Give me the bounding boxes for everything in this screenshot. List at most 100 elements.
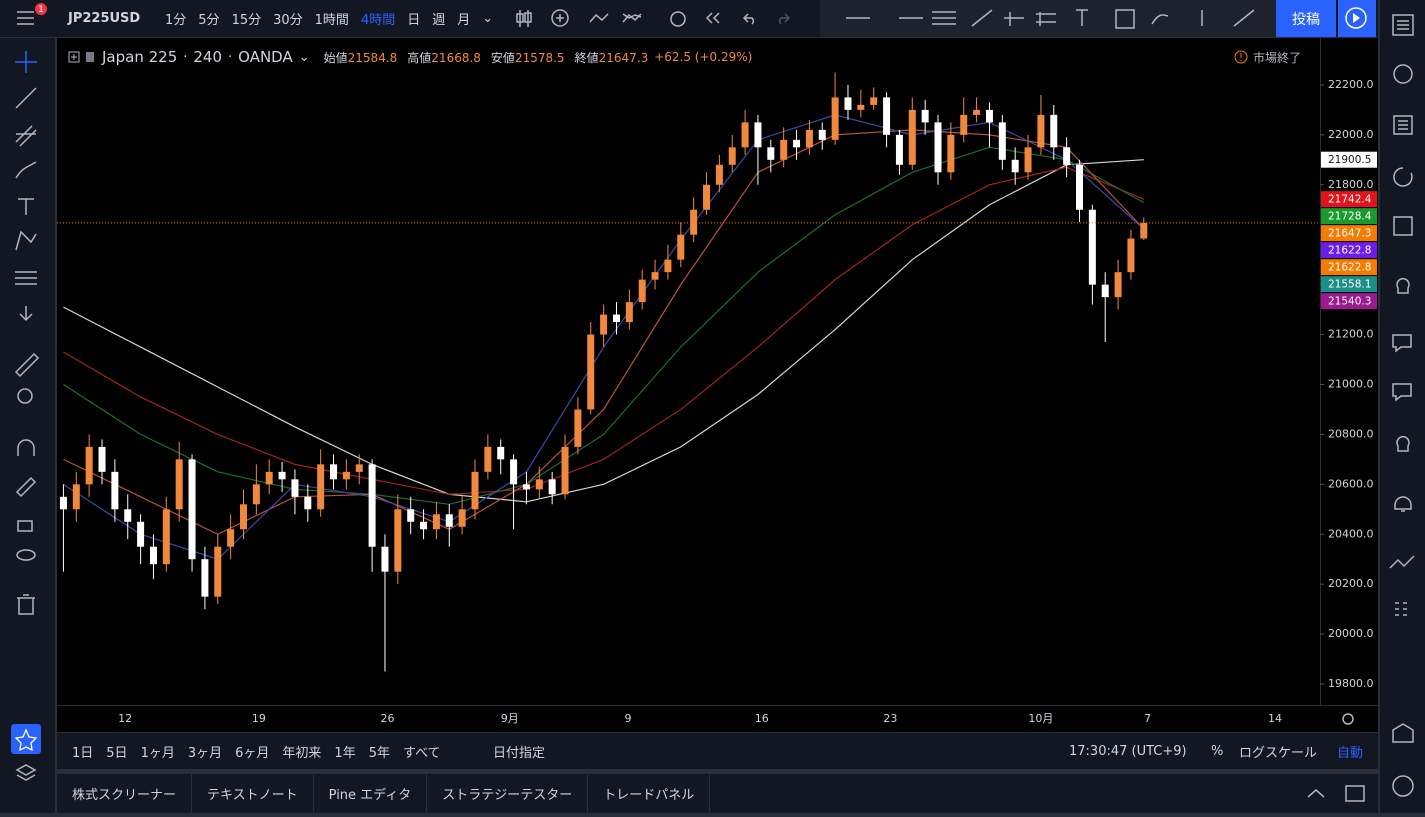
undo[interactable] [742, 13, 755, 25]
panel-tab[interactable]: 株式スクリーナー [57, 774, 193, 813]
legend-ohlc: 終値21647.3 [575, 49, 649, 66]
auto-toggle[interactable]: 自動 [1337, 745, 1364, 761]
market-status-text: 市場終了 [1253, 50, 1302, 65]
alert[interactable] [670, 11, 686, 27]
y-tick-label: 19800.0 [1328, 677, 1374, 690]
hide-drawings[interactable] [16, 549, 36, 561]
candle-body [175, 459, 183, 510]
drawing-toolbar [820, 0, 1320, 37]
interval-button[interactable]: 4時間 [360, 13, 396, 28]
candle-body [330, 464, 338, 480]
panel-controls[interactable] [1298, 774, 1378, 813]
range-button[interactable]: 3ヶ月 [187, 745, 223, 761]
drawing-tool-icons [11, 51, 41, 781]
interval-button[interactable]: 週 [432, 13, 446, 28]
range-button[interactable]: 5日 [106, 745, 128, 761]
publish-button[interactable]: 投稿 [1276, 0, 1336, 37]
private-chats[interactable] [1392, 383, 1412, 402]
remove-drawings[interactable] [17, 594, 35, 615]
help[interactable] [1392, 775, 1414, 797]
interval-button[interactable]: 1時間 [314, 13, 349, 28]
range-button[interactable]: 1日 [72, 745, 94, 761]
panel-tab[interactable]: Pine エディタ [314, 774, 428, 813]
chart-type[interactable] [516, 10, 532, 27]
lock-all[interactable] [17, 520, 33, 532]
pattern-tool[interactable] [15, 230, 37, 251]
candle-body [484, 446, 492, 472]
panel-tab[interactable]: テキストノート [192, 774, 314, 813]
interval-button[interactable]: 月 [457, 13, 471, 28]
menu-button[interactable]: 1 [0, 0, 56, 37]
price-tag-label: 21622.8 [1328, 262, 1371, 274]
prediction-tool[interactable] [15, 271, 37, 285]
range-button[interactable]: 1年 [334, 745, 356, 761]
price-tag [1321, 259, 1377, 276]
measure-tool[interactable] [14, 352, 40, 378]
play-button[interactable] [1338, 0, 1376, 37]
brush-tool[interactable] [15, 161, 37, 179]
candle-body [304, 496, 312, 510]
text-tool[interactable] [18, 198, 34, 215]
indicators[interactable] [551, 9, 569, 27]
range-button[interactable]: 6ヶ月 [235, 745, 270, 761]
candle-body [265, 471, 273, 485]
ideas[interactable] [1396, 278, 1410, 294]
templates[interactable] [622, 13, 642, 23]
panel-tab[interactable]: ストラテジーテスター [427, 774, 589, 813]
interval-button[interactable]: 日 [407, 13, 421, 28]
ideas-stream[interactable] [1396, 436, 1410, 452]
candle-body [368, 464, 376, 547]
chart: 19800.0 20000.0 20200.0 20400.0 20600.0 20800… [57, 38, 1378, 732]
x-tick-label: 12 [118, 712, 132, 725]
trendline-tool[interactable] [15, 87, 37, 109]
data-window[interactable] [1393, 115, 1413, 135]
shapes-tool[interactable] [19, 306, 33, 322]
object-tree[interactable] [15, 764, 37, 781]
y-tick-label: 20400.0 [1328, 527, 1374, 540]
candle-body [98, 446, 106, 472]
hotlist[interactable] [1393, 167, 1413, 187]
range-button[interactable]: すべて [402, 745, 441, 761]
magnet-tool[interactable] [17, 439, 35, 456]
candle-body [612, 314, 620, 323]
bottom-bar: 1日 5日 1ヶ月 3ヶ月 6ヶ月 年初来 1年 5年 すべて 日付指定 17:30:47 (U… [57, 733, 1378, 769]
goto-date[interactable]: 日付指定 [493, 745, 546, 761]
settings-button[interactable] [1342, 713, 1354, 725]
log-toggle[interactable]: ログスケール [1239, 745, 1318, 761]
y-tick-label: 22000.0 [1328, 128, 1374, 141]
interval-button[interactable]: 5分 [198, 13, 220, 28]
candle-body [960, 114, 968, 135]
compare[interactable] [589, 13, 609, 23]
symbol-search[interactable]: JP225USD [68, 11, 141, 26]
price-tag [1321, 191, 1377, 208]
products[interactable] [1392, 723, 1414, 743]
range-button[interactable]: 1ヶ月 [140, 745, 175, 761]
dom[interactable] [1395, 602, 1407, 616]
range-button[interactable]: 年初来 [282, 745, 322, 761]
interval-menu[interactable]: ⌄ [482, 11, 494, 26]
replay[interactable] [705, 12, 720, 24]
candle-body [973, 109, 981, 115]
percent-toggle[interactable]: % [1211, 743, 1224, 759]
drawing-tools[interactable] [846, 9, 1255, 29]
watchlist[interactable] [1392, 14, 1414, 36]
watchlist-button[interactable] [11, 724, 41, 754]
panel-tab[interactable]: トレードパネル [588, 774, 711, 813]
interval-button[interactable]: 15分 [231, 13, 262, 28]
chats[interactable] [1392, 334, 1412, 353]
notifications[interactable] [1394, 496, 1412, 512]
lock-drawings[interactable] [15, 476, 37, 498]
y-tick-label: 21000.0 [1328, 377, 1374, 390]
interval-button[interactable]: 30分 [273, 13, 303, 28]
zoom-tool[interactable] [17, 388, 33, 404]
price-tag-label: 21558.1 [1328, 279, 1371, 291]
crosshair-tool[interactable] [15, 51, 37, 73]
calendar[interactable] [1393, 216, 1413, 236]
pitchfork-tool[interactable] [15, 125, 37, 147]
legend-icons[interactable] [68, 49, 96, 65]
candle-body [124, 509, 132, 522]
order-panel[interactable] [1389, 555, 1415, 569]
range-button[interactable]: 5年 [368, 745, 390, 761]
interval-button[interactable]: 1分 [165, 13, 187, 28]
alerts[interactable] [1393, 64, 1413, 84]
